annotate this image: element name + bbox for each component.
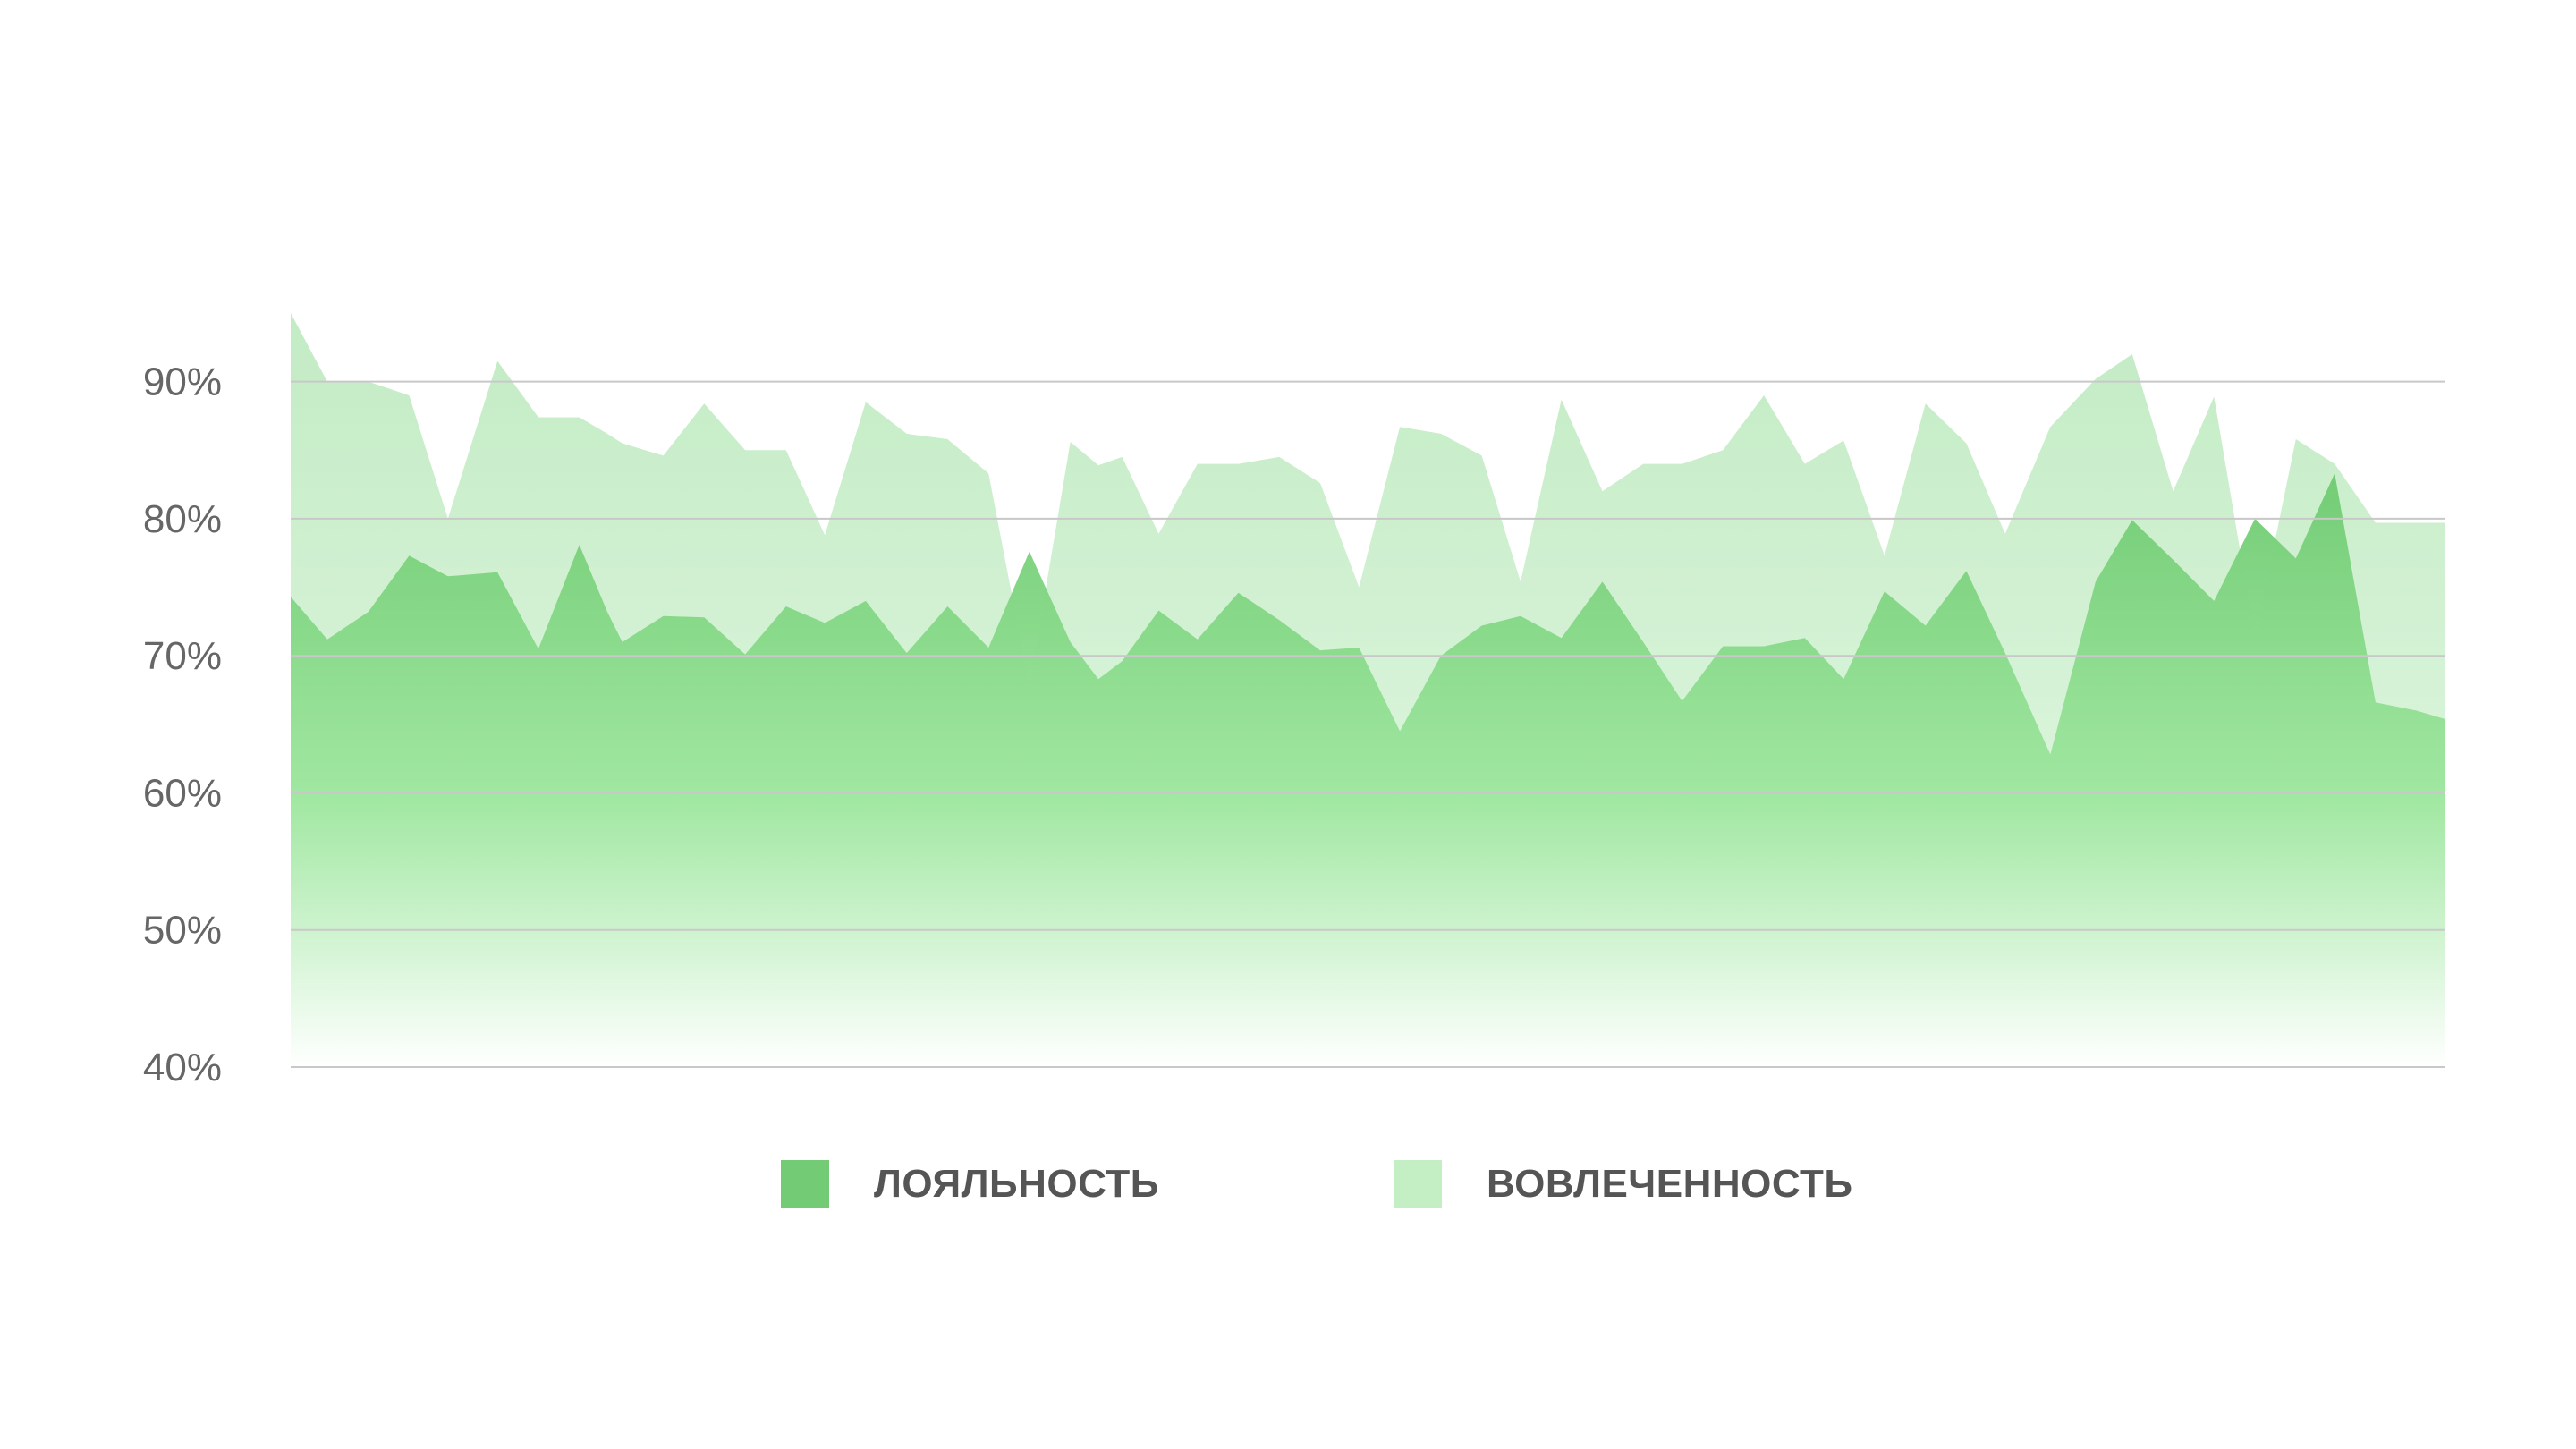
series-area-loyalty: [291, 473, 2445, 1067]
legend-swatch-engagement: [1394, 1160, 1442, 1208]
y-tick-label-80: 80%: [143, 497, 222, 541]
y-tick-label-40: 40%: [143, 1046, 222, 1089]
legend: ЛОЯЛЬНОСТЬ ВОВЛЕЧЕННОСТЬ: [0, 1159, 2576, 1213]
legend-label-engagement: ВОВЛЕЧЕННОСТЬ: [1487, 1162, 1853, 1206]
y-tick-label-70: 70%: [143, 634, 222, 678]
y-tick-label-50: 50%: [143, 909, 222, 953]
series-layer: [291, 313, 2445, 1067]
legend-item-engagement[interactable]: ВОВЛЕЧЕННОСТЬ: [1394, 1159, 1853, 1209]
gridlines: [291, 380, 2445, 1068]
legend-label-loyalty: ЛОЯЛЬНОСТЬ: [874, 1162, 1159, 1206]
y-tick-label-60: 60%: [143, 772, 222, 816]
legend-swatch-loyalty: [781, 1160, 829, 1208]
legend-item-loyalty[interactable]: ЛОЯЛЬНОСТЬ: [781, 1159, 1159, 1209]
y-tick-label-90: 90%: [143, 360, 222, 404]
y-axis-ticks: 40% 50% 60% 70% 80% 90%: [143, 360, 222, 1089]
